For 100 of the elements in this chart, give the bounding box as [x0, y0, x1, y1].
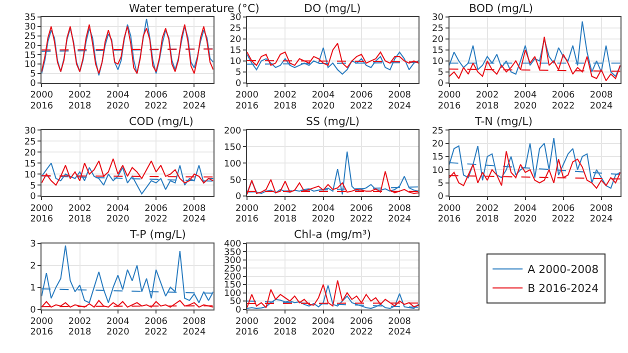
- y-tick-label: 20: [230, 35, 242, 46]
- x2-tick-label: 2024: [590, 214, 614, 225]
- y-tick-label: 150: [224, 142, 242, 153]
- x-tick-label: 2004: [106, 90, 130, 101]
- chart-title: COD (mg/L): [129, 115, 194, 128]
- x2-tick-label: 2018: [68, 101, 92, 112]
- x2-tick-label: 2018: [274, 101, 297, 112]
- x2-tick-label: 2020: [312, 328, 336, 338]
- x-tick-label: 2002: [476, 204, 499, 214]
- chart-title: BOD (mg/L): [469, 2, 534, 15]
- x2-tick-label: 2024: [182, 101, 206, 112]
- y-tick-label: 30: [24, 22, 36, 33]
- x-tick-label: 2000: [30, 204, 54, 214]
- x-tick-label: 2006: [350, 90, 374, 101]
- x2-tick-label: 2022: [144, 214, 168, 225]
- x-tick-label: 2000: [236, 204, 259, 214]
- x-tick-label: 2004: [312, 90, 336, 101]
- y-tick-label: 30: [432, 13, 444, 24]
- x-tick-label: 2000: [236, 317, 259, 328]
- y-tick-label: 5: [235, 68, 242, 78]
- x-tick-label: 2008: [182, 317, 206, 328]
- x-tick-label: 2008: [388, 204, 412, 214]
- y-tick-label: 0: [438, 79, 444, 90]
- x2-tick-label: 2020: [106, 214, 130, 225]
- y-tick-label: 15: [24, 159, 36, 170]
- y-tick-label: 10: [24, 60, 36, 70]
- y-tick-label: 10: [432, 166, 444, 176]
- chart-title: Water temperature (°C): [129, 2, 260, 15]
- x-tick-label: 2000: [438, 204, 462, 214]
- y-tick-label: 15: [432, 46, 444, 56]
- y-tick-label: 30: [230, 13, 242, 24]
- x-tick-label: 2006: [552, 204, 576, 214]
- x-tick-label: 2004: [106, 317, 130, 328]
- y-tick-label: 0: [235, 79, 242, 90]
- x-tick-label: 2002: [476, 90, 499, 101]
- x2-tick-label: 2018: [68, 328, 92, 338]
- x-tick-label: 2000: [30, 317, 54, 328]
- y-tick-label: 35: [24, 13, 36, 24]
- y-tick-label: 50: [230, 176, 242, 186]
- x-tick-label: 2004: [514, 90, 538, 101]
- y-tick-label: 0: [30, 305, 36, 316]
- x-tick-label: 2006: [350, 317, 374, 328]
- x2-tick-label: 2022: [350, 101, 373, 112]
- chart-title: SS (mg/L): [306, 115, 360, 128]
- x2-tick-label: 2016: [30, 214, 54, 225]
- x-tick-label: 2002: [68, 204, 92, 214]
- x2-tick-label: 2018: [68, 214, 92, 225]
- x-tick-label: 2008: [388, 90, 412, 101]
- x-tick-label: 2006: [144, 204, 168, 214]
- chart-title: T-P (mg/L): [129, 228, 186, 241]
- x2-tick-label: 2016: [236, 328, 259, 338]
- x2-tick-label: 2016: [438, 214, 462, 225]
- x2-tick-label: 2022: [350, 214, 373, 225]
- y-tick-label: 0: [438, 192, 444, 202]
- x-tick-label: 2002: [68, 317, 92, 328]
- x2-tick-label: 2022: [552, 101, 575, 112]
- y-tick-label: 150: [224, 280, 242, 291]
- y-tick-label: 50: [230, 297, 242, 308]
- x-tick-label: 2002: [274, 317, 297, 328]
- y-tick-label: 200: [224, 126, 242, 136]
- x-tick-label: 2002: [274, 204, 297, 214]
- x-tick-label: 2002: [68, 90, 92, 101]
- y-tick-label: 15: [24, 50, 36, 61]
- y-tick-label: 15: [230, 46, 242, 56]
- y-tick-label: 3: [30, 240, 36, 250]
- x-tick-label: 2008: [182, 204, 206, 214]
- y-tick-label: 5: [30, 70, 36, 80]
- x2-tick-label: 2022: [144, 101, 168, 112]
- y-tick-label: 0: [30, 79, 36, 90]
- x2-tick-label: 2018: [274, 328, 297, 338]
- x-tick-label: 2000: [438, 90, 462, 101]
- x2-tick-label: 2024: [388, 214, 412, 225]
- y-tick-label: 10: [230, 57, 242, 68]
- y-tick-label: 15: [432, 152, 444, 163]
- legend-label: A 2000-2008: [528, 263, 599, 276]
- y-tick-label: 5: [30, 181, 36, 192]
- y-tick-label: 0: [30, 192, 36, 202]
- x-tick-label: 2004: [106, 204, 130, 214]
- x-tick-label: 2008: [388, 317, 412, 328]
- x2-tick-label: 2020: [312, 214, 336, 225]
- y-tick-label: 5: [438, 68, 444, 78]
- x-tick-label: 2004: [312, 317, 336, 328]
- x-tick-label: 2000: [236, 90, 259, 101]
- x2-tick-label: 2020: [514, 101, 538, 112]
- y-tick-label: 200: [224, 272, 242, 282]
- x-tick-label: 2000: [30, 90, 54, 101]
- x2-tick-label: 2018: [476, 101, 500, 112]
- x-tick-label: 2006: [350, 204, 374, 214]
- y-tick-label: 1: [30, 283, 36, 294]
- x-tick-label: 2008: [182, 90, 206, 101]
- x2-tick-label: 2016: [30, 101, 54, 112]
- y-tick-label: 0: [235, 305, 242, 316]
- x2-tick-label: 2024: [182, 214, 206, 225]
- x2-tick-label: 2016: [236, 214, 259, 225]
- x2-tick-label: 2020: [514, 214, 538, 225]
- y-tick-label: 100: [224, 288, 242, 299]
- chart-title: T-N (mg/L): [474, 115, 533, 128]
- x2-tick-label: 2020: [106, 101, 130, 112]
- x2-tick-label: 2020: [106, 328, 130, 338]
- y-tick-label: 20: [432, 35, 444, 46]
